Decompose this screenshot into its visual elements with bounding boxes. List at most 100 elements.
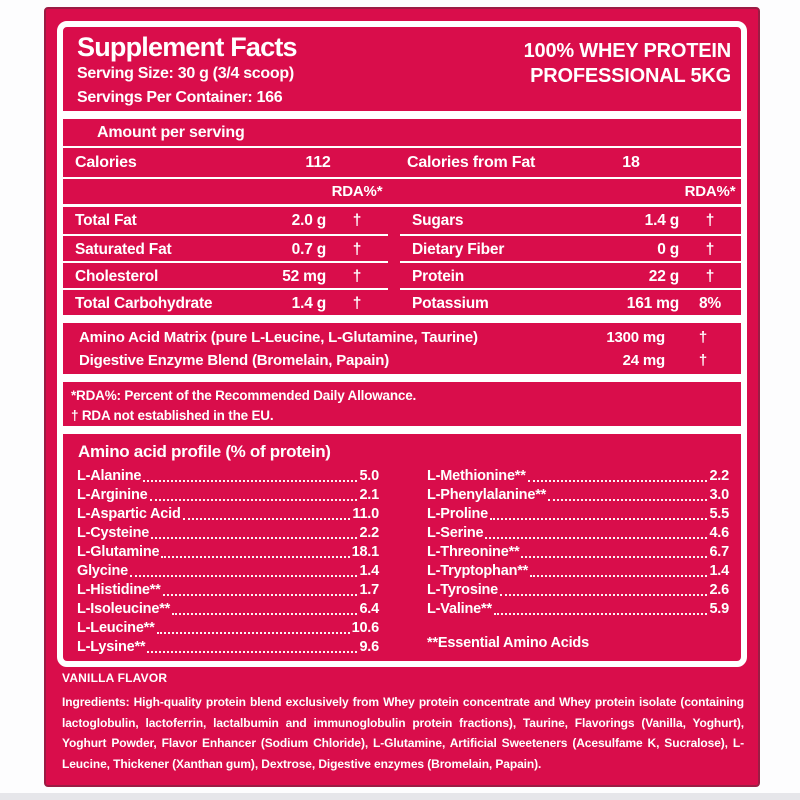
amino-acid-name: L-Glutamine: [77, 544, 160, 560]
calories-value: 112: [305, 154, 331, 171]
nutrient-name: Protein: [412, 268, 464, 285]
amino-acid-value: 2.2: [709, 468, 729, 484]
amino-acid-value: 2.2: [359, 525, 379, 541]
amino-column-right: L-Methionine** 2.2 L-Phenylalanine** 3.0: [427, 467, 729, 651]
thin-divider: [63, 177, 741, 179]
blend-name: Amino Acid Matrix (pure L-Leucine, L-Glu…: [79, 329, 478, 346]
nutrient-name: Sugars: [412, 212, 464, 229]
dotted-leader: [147, 651, 358, 653]
amino-column-left: L-Alanine 5.0 L-Arginine 2.1: [77, 467, 379, 657]
amino-acid-row: L-Leucine** 10.6: [77, 619, 379, 638]
nutrient-name: Total Carbohydrate: [75, 295, 213, 312]
amino-acid-name: L-Histidine**: [77, 582, 161, 598]
nutrient-cell-right: Sugars 1.4 g †: [400, 207, 741, 234]
blend-rda: †: [698, 352, 708, 369]
dotted-leader: [521, 556, 708, 558]
nutrient-name: Cholesterol: [75, 268, 159, 285]
amino-acid-value: 1.7: [359, 582, 379, 598]
servings-per-container-text: Servings Per Container: 166: [77, 89, 283, 106]
nutrient-name: Total Fat: [75, 212, 137, 229]
thick-divider-bar: [63, 374, 741, 382]
blend-amount: 1300 mg: [606, 329, 665, 346]
nutrient-amount: 1.4 g: [644, 212, 680, 229]
amino-acid-value: 5.9: [709, 601, 729, 617]
product-name-line2: PROFESSIONAL 5KG: [530, 65, 731, 87]
amino-acid-value: 2.1: [359, 487, 379, 503]
nutrient-cell-left: Total Carbohydrate 1.4 g †: [63, 288, 388, 315]
dotted-leader: [548, 499, 708, 501]
rda-header-right: RDA%*: [684, 183, 736, 200]
blend-amount: 24 mg: [622, 352, 666, 369]
blend-row: Digestive Enzyme Blend (Bromelain, Papai…: [63, 349, 741, 372]
page-bottom-strip: [0, 793, 800, 800]
amino-acid-name: L-Serine: [427, 525, 484, 541]
rda-header-right-half: RDA%*: [400, 179, 741, 204]
amino-acid-name: L-Aspartic Acid: [77, 506, 181, 522]
nutrient-name: Potassium: [412, 295, 489, 312]
facts-frame: Supplement Facts Serving Size: 30 g (3/4…: [57, 21, 747, 667]
amino-acid-name: L-Arginine: [77, 487, 148, 503]
nutrient-amount: 0.7 g: [291, 241, 327, 258]
dotted-leader: [130, 575, 358, 577]
amino-acid-row: L-Aspartic Acid 11.0: [77, 505, 379, 524]
blend-name: Digestive Enzyme Blend (Bromelain, Papai…: [79, 352, 390, 369]
nutrient-rda: †: [352, 241, 362, 258]
nutrient-amount: 2.0 g: [291, 212, 327, 229]
amino-acid-value: 4.6: [709, 525, 729, 541]
amino-acid-name: L-Cysteine: [77, 525, 150, 541]
dotted-leader: [161, 556, 350, 558]
nutrient-cell-left: Total Fat 2.0 g †: [63, 207, 388, 234]
nutrient-row: Cholesterol 52 mg † Protein 22 g †: [63, 261, 741, 288]
rda-footnote: *RDA%: Percent of the Recommended Daily …: [71, 388, 417, 403]
amino-acid-row: Glycine 1.4: [77, 562, 379, 581]
dotted-leader: [527, 480, 708, 482]
amino-acid-name: L-Proline: [427, 506, 489, 522]
product-name-line1: 100% WHEY PROTEIN: [523, 40, 732, 62]
nutrient-rda: †: [352, 295, 362, 312]
section-divider-bar: [63, 426, 741, 434]
ingredients-text: Ingredients: High-quality protein blend …: [62, 695, 744, 771]
nutrient-cell-right: Protein 22 g †: [400, 261, 741, 288]
nutrient-name: Dietary Fiber: [412, 241, 505, 258]
thick-divider-bar: [63, 315, 741, 323]
nutrient-rda: †: [705, 212, 715, 229]
nutrient-row: Total Fat 2.0 g † Sugars 1.4 g †: [63, 207, 741, 234]
header-left: Supplement Facts Serving Size: 30 g (3/4…: [77, 32, 298, 111]
amino-acid-name: L-Leucine**: [77, 620, 155, 636]
amino-acid-value: 6.7: [709, 544, 729, 560]
thin-divider: [63, 204, 741, 207]
dotted-leader: [182, 518, 351, 520]
nutrient-cell-left: Saturated Fat 0.7 g †: [63, 234, 388, 261]
thin-divider: [63, 146, 741, 148]
nutrient-rda: †: [352, 268, 362, 285]
amino-acid-value: 2.6: [709, 582, 729, 598]
amino-acid-value: 1.4: [709, 563, 729, 579]
product-name: 100% WHEY PROTEIN PROFESSIONAL 5KG: [523, 39, 732, 111]
nutrient-amount: 1.4 g: [291, 295, 327, 312]
nutrient-amount: 52 mg: [282, 268, 326, 285]
nutrient-amount: 22 g: [648, 268, 679, 285]
nutrient-rda: †: [705, 268, 715, 285]
footnotes: *RDA%: Percent of the Recommended Daily …: [63, 382, 741, 426]
amino-acid-value: 9.6: [359, 639, 379, 655]
nutrient-rda: †: [705, 241, 715, 258]
rda-header-row: RDA%* RDA%*: [63, 179, 741, 204]
serving-size-text: Serving Size: 30 g (3/4 scoop): [77, 65, 294, 82]
amino-acid-name: L-Valine**: [427, 601, 492, 617]
supplement-facts-title: Supplement Facts: [77, 32, 298, 62]
nutrient-amount: 0 g: [657, 241, 679, 258]
rda-header-left: RDA%*: [331, 183, 383, 200]
amino-acid-value: 5.5: [709, 506, 729, 522]
amino-acid-name: Glycine: [77, 563, 128, 579]
amino-acid-row: L-Valine** 5.9: [427, 600, 729, 619]
dotted-leader: [162, 594, 358, 596]
amino-acid-row: L-Threonine** 6.7: [427, 543, 729, 562]
amino-profile-title: Amino acid profile (% of protein): [78, 442, 331, 461]
dotted-leader: [500, 594, 708, 596]
amino-acid-name: L-Alanine: [77, 468, 142, 484]
thick-divider-bar: [63, 111, 741, 119]
amino-columns: L-Alanine 5.0 L-Arginine 2.1: [63, 465, 741, 661]
essential-amino-acids-note: **Essential Amino Acids: [427, 635, 589, 651]
amount-per-serving-heading: Amount per serving: [97, 124, 245, 141]
